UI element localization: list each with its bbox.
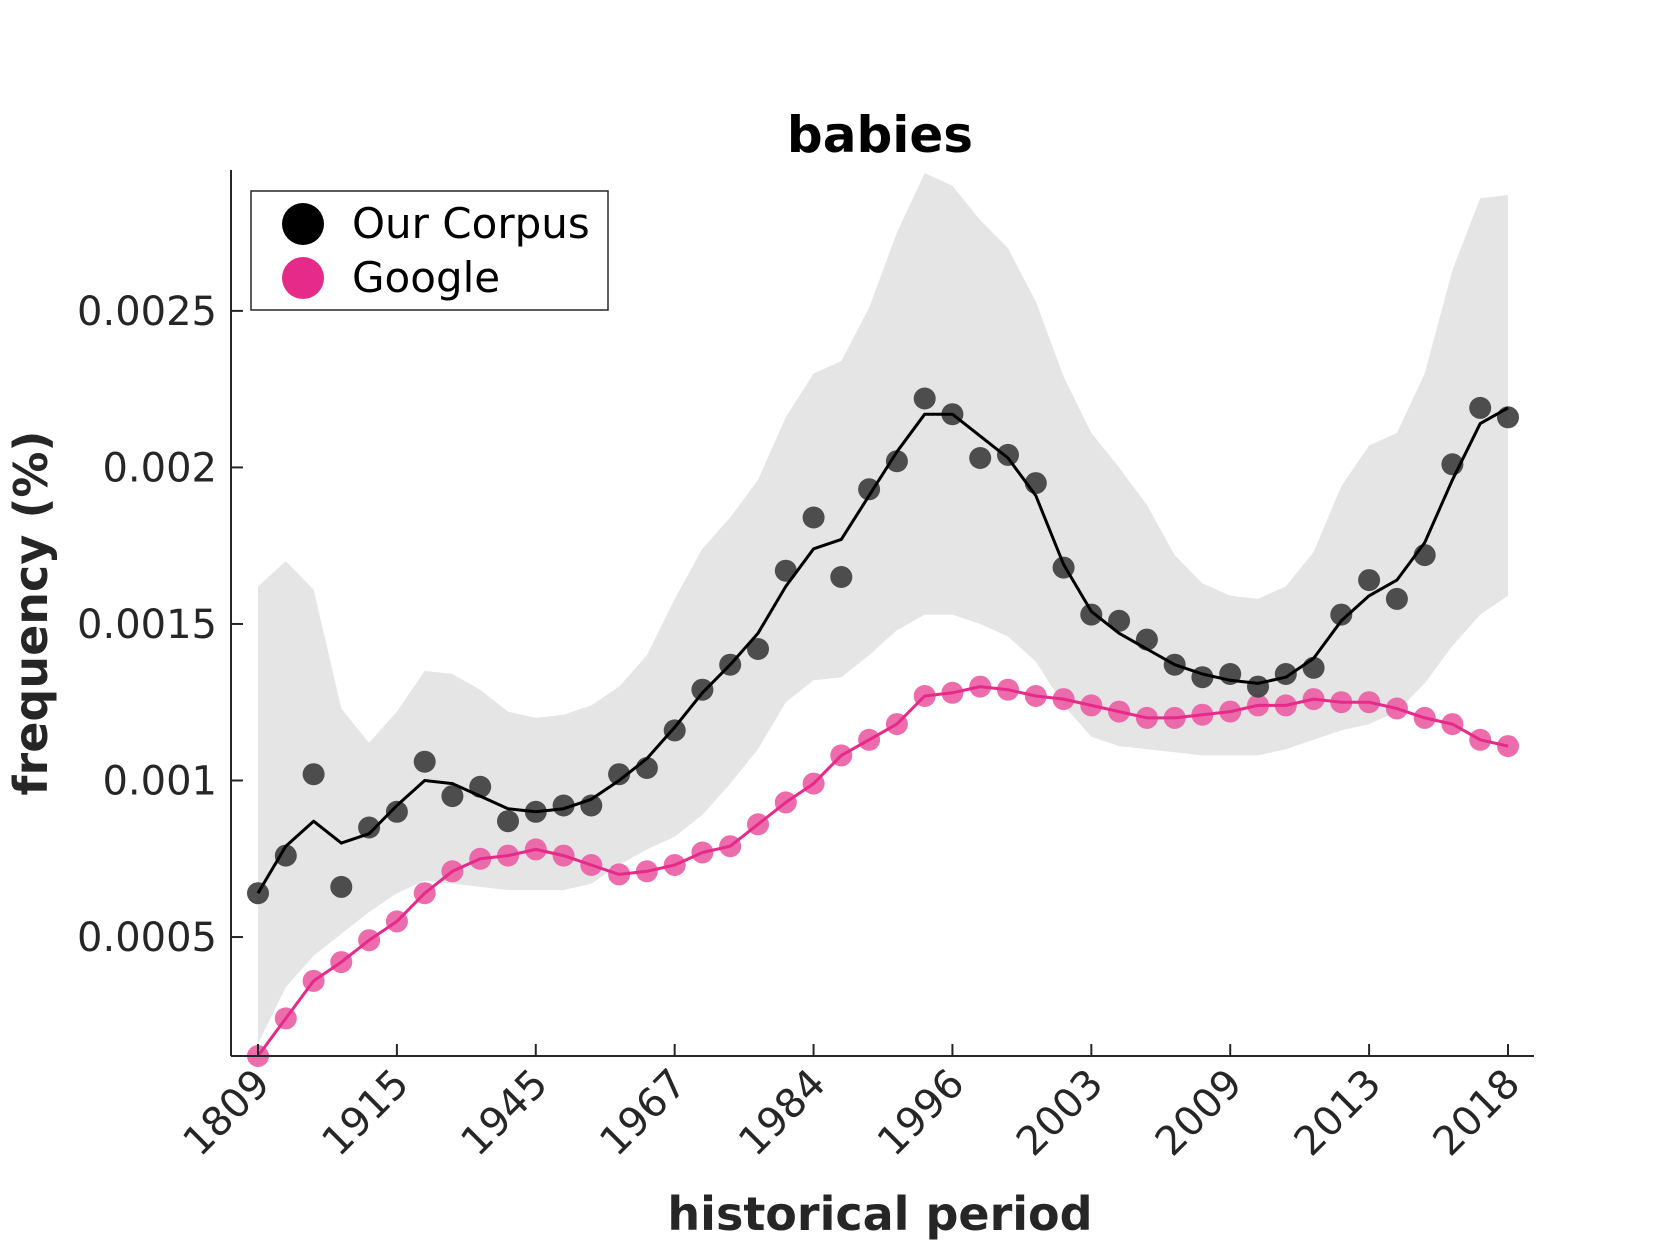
our-corpus-point [1080,603,1103,626]
y-tick-label: 0.0005 [77,915,217,961]
legend-label-google: Google [352,253,500,302]
trend-line-layer [256,406,1509,1057]
our-corpus-point [1274,663,1297,685]
our-corpus-point [1247,675,1269,698]
legend-label-our-corpus: Our Corpus [352,199,590,248]
marker-layer [247,387,1519,1067]
our-corpus-confidence-band [258,173,1508,1044]
our-corpus-point [663,719,686,742]
our-corpus-point [413,750,436,773]
our-corpus-point [802,506,825,529]
y-tick-label: 0.0025 [77,289,217,335]
our-corpus-point [1358,569,1381,592]
our-corpus-point [774,559,797,582]
confidence-band-layer [258,173,1508,1044]
our-corpus-point [1469,396,1492,419]
chart-title: babies [787,106,973,164]
y-tick-label: 0.0015 [77,602,217,648]
our-corpus-point [830,566,853,588]
y-tick-label: 0.001 [102,758,217,804]
our-corpus-point [691,678,714,701]
our-corpus-point [885,450,908,473]
y-ticks: 0.0005 0.001 0.0015 0.002 0.0025 [77,289,243,961]
our-corpus-point [497,810,519,833]
our-corpus-point [608,763,631,786]
our-corpus-point [1330,603,1353,626]
our-corpus-point [1108,609,1131,632]
our-corpus-point [747,638,769,660]
legend: Our Corpus Google [250,190,609,311]
our-corpus-point [913,387,936,410]
axes [230,170,1534,1057]
our-corpus-point [358,816,381,839]
our-corpus-point [385,800,408,823]
google-trend-line [256,685,1509,1057]
legend-marker-our-corpus [282,203,324,245]
y-tick-label: 0.002 [102,445,217,491]
our-corpus-point [858,478,881,501]
our-corpus-point [302,763,325,786]
our-corpus-point [997,443,1019,466]
our-corpus-point [330,875,353,898]
our-corpus-point [274,844,297,867]
our-corpus-markers [247,387,1519,905]
legend-marker-google [282,257,324,299]
x-axis-title: historical period [667,1187,1092,1241]
our-corpus-point [441,785,464,808]
our-corpus-point [1385,587,1408,610]
y-axis-title: frequency (%) [4,431,58,796]
our-corpus-point [969,447,992,469]
our-corpus-trend-line [256,406,1509,894]
our-corpus-point [552,794,575,817]
